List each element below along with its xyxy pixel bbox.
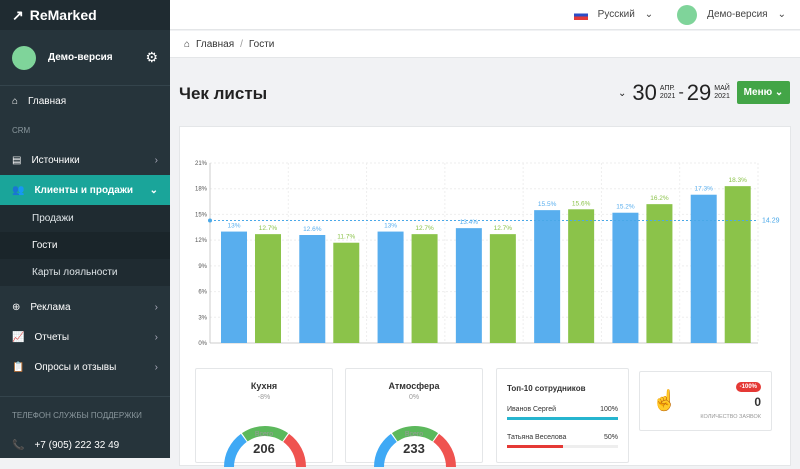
bar bbox=[411, 234, 438, 343]
bar-label: 16.2% bbox=[650, 195, 669, 202]
y-tick-label: 0% bbox=[198, 341, 207, 347]
support-phone[interactable]: 📞 +7 (905) 222 32 49 bbox=[12, 439, 120, 451]
atmosphere-gauge bbox=[374, 426, 456, 468]
phone-icon: 📞 bbox=[12, 439, 25, 451]
sidebar-item-home[interactable]: ⌂ Главная bbox=[12, 95, 67, 107]
y-tick-label: 18% bbox=[195, 187, 208, 193]
bar bbox=[299, 235, 326, 343]
bar-label: 13% bbox=[384, 223, 397, 230]
top-employees-card: Топ-10 сотрудников Иванов Сергей 100% Тат… bbox=[496, 368, 629, 463]
kitchen-card: Кухня -8% Всего 206 bbox=[195, 368, 333, 468]
chart-icon: 📈 bbox=[12, 331, 25, 343]
avatar bbox=[12, 45, 36, 70]
sidebar-item-surveys[interactable]: 📋 Опросы и отзывы › bbox=[12, 361, 158, 373]
bar bbox=[333, 242, 360, 343]
bar-label: 15.6% bbox=[572, 200, 591, 207]
bar-label: 17.3% bbox=[694, 186, 713, 193]
bar-label: 11.7% bbox=[337, 234, 355, 241]
sidebar: ↗ ReMarked Демо-версия ⚙ ⌂ Главная CRM ▤ Ист… bbox=[0, 0, 170, 458]
change-badge: -100% bbox=[735, 382, 761, 392]
sidebar-sub-sales[interactable]: Продажи bbox=[32, 213, 74, 224]
section-label: CRM bbox=[12, 126, 31, 135]
breadcrumb-current: Гости bbox=[248, 38, 275, 50]
employee-progress bbox=[507, 417, 618, 420]
home-icon: ⌂ bbox=[184, 38, 191, 50]
language-select[interactable]: Русский bbox=[597, 9, 635, 20]
support-label: ТЕЛЕФОН СЛУЖБЫ ПОДДЕРЖКИ bbox=[0, 396, 170, 430]
chevron-right-icon: › bbox=[154, 154, 158, 166]
clipboard-icon: 📋 bbox=[12, 361, 25, 373]
target-icon: ⊕ bbox=[12, 301, 21, 313]
bar-label: 12.7% bbox=[259, 225, 278, 232]
breadcrumb: ⌂ Главная / Гости bbox=[170, 31, 800, 58]
sidebar-item-reports[interactable]: 📈 Отчеты › bbox=[12, 331, 158, 343]
bar bbox=[646, 204, 673, 343]
gauge-segment bbox=[241, 426, 289, 442]
sidebar-item-sources[interactable]: ▤ Источники › bbox=[12, 154, 158, 166]
average-label: 14.29 bbox=[762, 218, 780, 225]
bar-chart: 0% 3% 6% 9% 12% 15% 18% 21% 13% 12.6% 13% 13.4% 15.5… bbox=[195, 161, 780, 347]
users-icon: 👥 bbox=[12, 184, 25, 196]
gauge-segment bbox=[391, 426, 439, 442]
employee-progress bbox=[507, 445, 618, 448]
chevron-right-icon: › bbox=[154, 361, 158, 373]
user-menu[interactable]: Демо-версия bbox=[707, 9, 768, 20]
bar-label: 13.4% bbox=[460, 219, 479, 226]
employee-row: Татьяна Веселова 50% bbox=[507, 434, 618, 441]
requests-card: ☝ -100% 0 КОЛИЧЕСТВО ЗАЯВОК bbox=[639, 371, 772, 431]
bar-label: 13% bbox=[227, 223, 240, 230]
bar-label: 15.5% bbox=[538, 201, 557, 208]
y-tick-label: 21% bbox=[195, 161, 208, 167]
bar bbox=[534, 210, 561, 343]
employee-row: Иванов Сергей 100% bbox=[507, 406, 618, 413]
bar bbox=[724, 186, 751, 343]
chevron-down-icon: ⌄ bbox=[777, 9, 786, 20]
page-title: Чек листы bbox=[179, 84, 268, 103]
date-range-picker[interactable]: ⌄ 30 АПР. 2021 - 29 МАЙ 2021 bbox=[618, 80, 730, 105]
y-tick-label: 12% bbox=[195, 238, 208, 244]
bar bbox=[489, 234, 516, 343]
y-tick-label: 6% bbox=[198, 290, 207, 296]
list-icon: ▤ bbox=[12, 154, 22, 166]
chevron-right-icon: › bbox=[154, 331, 158, 343]
russia-flag-icon bbox=[573, 9, 588, 20]
home-icon: ⌂ bbox=[12, 95, 19, 107]
sidebar-sub-loyalty[interactable]: Карты лояльности bbox=[32, 267, 118, 278]
sidebar-user: Демо-версия ⚙ bbox=[0, 30, 170, 86]
bar-label: 12.7% bbox=[494, 225, 513, 232]
sidebar-item-clients[interactable]: 👥 Клиенты и продажи ⌄ bbox=[0, 175, 170, 205]
y-tick-label: 3% bbox=[198, 315, 207, 321]
trend-icon: ↗ bbox=[12, 6, 24, 23]
atmosphere-card: Атмосфера 0% Всего 233 bbox=[345, 368, 483, 468]
breadcrumb-home[interactable]: Главная bbox=[196, 38, 235, 50]
y-tick-label: 15% bbox=[195, 212, 208, 218]
chevron-right-icon: › bbox=[154, 301, 158, 313]
bar-label: 15.2% bbox=[616, 204, 635, 211]
y-tick-label: 9% bbox=[198, 264, 207, 270]
bar-label: 18.3% bbox=[728, 177, 747, 184]
logo[interactable]: ↗ ReMarked bbox=[0, 0, 170, 30]
bar bbox=[255, 234, 281, 343]
chevron-down-icon: ⌄ bbox=[149, 184, 158, 196]
bar bbox=[221, 231, 247, 343]
menu-button[interactable]: Меню ⌄ bbox=[737, 81, 790, 104]
hand-pointer-icon: ☝ bbox=[652, 390, 677, 412]
topbar: Русский ⌄ Демо-версия ⌄ bbox=[170, 0, 800, 30]
bar bbox=[568, 209, 595, 343]
bar bbox=[455, 228, 482, 343]
bar bbox=[612, 212, 639, 343]
sidebar-item-ads[interactable]: ⊕ Реклама › bbox=[12, 301, 158, 313]
bar-label: 12.7% bbox=[415, 225, 434, 232]
chevron-down-icon: ⌄ bbox=[644, 9, 654, 20]
sidebar-sub-guests[interactable]: Гости bbox=[0, 232, 170, 259]
gear-icon[interactable]: ⚙ bbox=[145, 49, 158, 65]
kitchen-gauge bbox=[224, 426, 306, 468]
chevron-down-icon: ⌄ bbox=[618, 87, 627, 99]
bar bbox=[377, 231, 404, 343]
bar-label: 12.6% bbox=[303, 226, 322, 233]
bar bbox=[690, 194, 717, 343]
avatar bbox=[677, 4, 698, 25]
average-marker bbox=[208, 218, 212, 223]
